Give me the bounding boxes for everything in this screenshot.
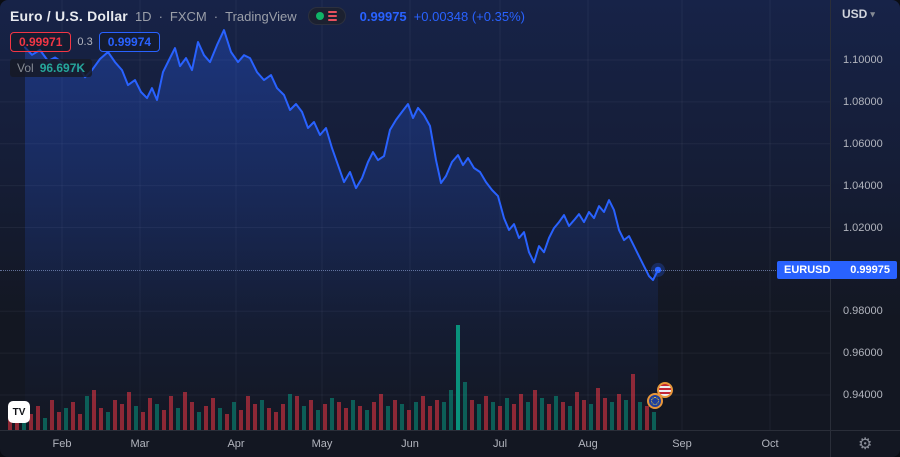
price-chart-svg bbox=[0, 0, 830, 430]
tradingview-logo[interactable]: TV bbox=[8, 401, 30, 423]
time-axis[interactable]: Feb Mar Apr May Jun Jul Aug Sep Oct bbox=[0, 430, 900, 457]
last-price-value: 0.99975 bbox=[359, 8, 407, 24]
price-axis[interactable]: USD ▾ EURUSD 0.99975 1.10000 1.08000 1.060… bbox=[777, 0, 900, 457]
symbol-title[interactable]: Euro / U.S. Dollar bbox=[10, 8, 128, 24]
price-tick-label: 1.08000 bbox=[843, 96, 883, 108]
last-price-axis-label: EURUSD 0.99975 bbox=[777, 261, 897, 279]
eur-flag-icon bbox=[647, 393, 663, 409]
platform-label: TradingView bbox=[225, 8, 297, 24]
price-tick-label: 0.94000 bbox=[843, 389, 883, 401]
chevron-down-icon: ▾ bbox=[870, 8, 875, 19]
volume-row: Vol 96.697K bbox=[10, 59, 525, 77]
bid-ask-row: 0.99971 0.3 0.99974 bbox=[10, 32, 525, 52]
time-tick-label: May bbox=[311, 438, 333, 450]
exchange-label[interactable]: FXCM bbox=[169, 8, 207, 24]
settings-gear-icon[interactable]: ⚙ bbox=[858, 436, 873, 453]
time-tick-label: Oct bbox=[761, 438, 779, 450]
volume-value: 96.697K bbox=[39, 61, 86, 75]
currency-selector[interactable]: USD ▾ bbox=[842, 7, 875, 21]
chart-canvas[interactable]: Euro / U.S. Dollar 1D · FXCM · TradingVi… bbox=[0, 0, 830, 430]
current-price-line bbox=[0, 270, 830, 271]
pair-flag-icons bbox=[647, 382, 685, 420]
sell-bid-button[interactable]: 0.99971 bbox=[10, 32, 72, 52]
price-tick-label: 1.02000 bbox=[843, 222, 883, 234]
volume-label: Vol bbox=[17, 61, 34, 75]
time-tick-label: Mar bbox=[130, 438, 150, 450]
symbol-header-row: Euro / U.S. Dollar 1D · FXCM · TradingVi… bbox=[10, 7, 525, 25]
separator-dot: · bbox=[158, 8, 163, 24]
time-tick-label: Jul bbox=[492, 438, 508, 450]
market-status-pill[interactable] bbox=[307, 7, 346, 25]
separator-dot: · bbox=[213, 8, 219, 24]
price-tick-label: 1.06000 bbox=[843, 138, 883, 150]
price-tick-label: 1.10000 bbox=[843, 54, 883, 66]
timeframe-label[interactable]: 1D bbox=[134, 8, 152, 24]
volume-legend[interactable]: Vol 96.697K bbox=[10, 59, 93, 77]
time-tick-label: Jun bbox=[401, 438, 419, 450]
price-pill-value: 0.99975 bbox=[850, 264, 890, 276]
usd-flag-icon bbox=[657, 382, 673, 398]
chart-legend: Euro / U.S. Dollar 1D · FXCM · TradingVi… bbox=[10, 7, 525, 84]
data-feed-menu-icon bbox=[328, 11, 338, 21]
price-tick-label: 0.98000 bbox=[843, 305, 883, 317]
price-tick-label: 0.96000 bbox=[843, 347, 883, 359]
time-tick-label: Apr bbox=[227, 438, 245, 450]
price-change-value: +0.00348 (+0.35%) bbox=[413, 8, 525, 24]
time-tick-label: Feb bbox=[52, 438, 72, 450]
price-pill-symbol: EURUSD bbox=[784, 264, 831, 276]
currency-label: USD bbox=[842, 7, 868, 21]
time-tick-label: Aug bbox=[578, 438, 598, 450]
spread-value: 0.3 bbox=[77, 36, 93, 48]
time-tick-label: Sep bbox=[672, 438, 692, 450]
price-tick-label: 1.04000 bbox=[843, 180, 883, 192]
buy-ask-button[interactable]: 0.99974 bbox=[98, 32, 161, 52]
market-open-dot-icon bbox=[316, 12, 325, 20]
